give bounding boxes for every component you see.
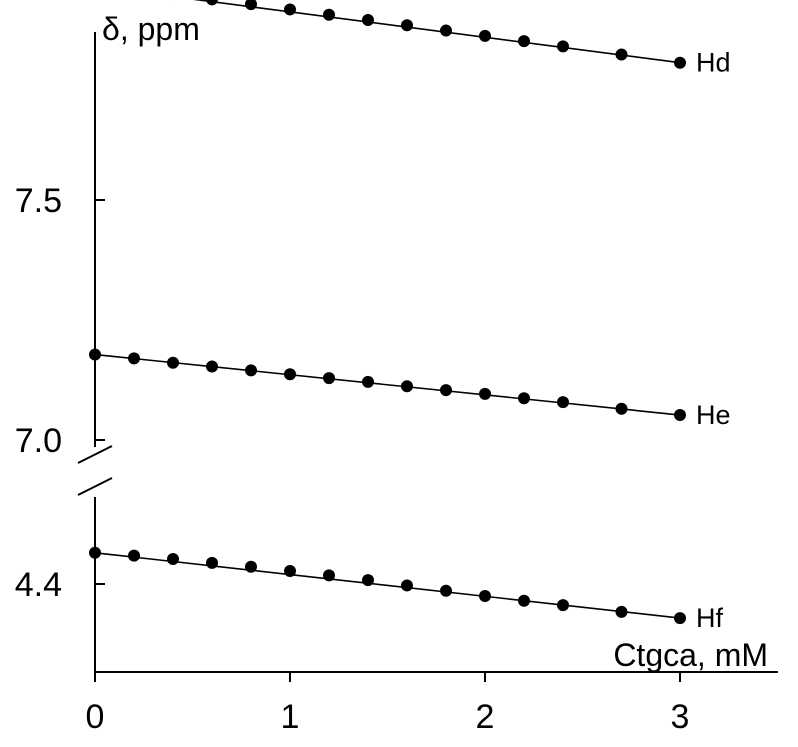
data-point-He xyxy=(167,356,179,369)
data-point-Hf xyxy=(323,569,335,582)
data-point-Hf xyxy=(615,605,628,618)
data-point-Hd xyxy=(245,0,257,11)
y-tick-label: 7.0 xyxy=(15,422,62,460)
y-tick-label: 4.4 xyxy=(15,566,62,604)
series-label-He: He xyxy=(696,400,731,430)
series-line-He xyxy=(94,353,681,416)
data-point-Hf xyxy=(479,590,491,602)
data-point-Hf xyxy=(206,556,218,569)
x-tick-label: 1 xyxy=(281,698,300,736)
data-point-Hf xyxy=(362,574,374,587)
y-tick-label: 7.5 xyxy=(15,182,62,220)
data-point-He xyxy=(89,348,101,361)
axis-break-mark xyxy=(77,445,113,464)
series-label-Hf: Hf xyxy=(696,603,723,633)
data-point-Hd xyxy=(440,24,452,37)
data-point-Hf xyxy=(674,612,686,625)
data-point-Hd xyxy=(401,19,413,32)
series-label-Hd: Hd xyxy=(696,48,731,78)
axis-break-mark xyxy=(77,477,113,496)
data-point-Hd xyxy=(674,56,686,69)
data-point-Hf xyxy=(245,560,257,573)
x-axis-title: Ctgca, mM xyxy=(613,637,768,673)
data-point-He xyxy=(440,384,452,397)
series-line-Hd xyxy=(193,0,681,64)
data-point-Hd xyxy=(284,3,296,16)
x-tick-label: 3 xyxy=(671,698,690,736)
data-point-Hd xyxy=(615,48,628,61)
data-point-He xyxy=(615,402,628,415)
data-point-Hf xyxy=(128,549,140,562)
data-point-He xyxy=(479,387,491,400)
data-point-Hf xyxy=(557,599,569,612)
data-point-Hf xyxy=(401,579,413,592)
data-point-He xyxy=(518,392,530,405)
data-point-Hf xyxy=(518,594,530,607)
data-point-He xyxy=(284,368,296,381)
data-point-Hf xyxy=(440,584,452,597)
series-line-Hf xyxy=(94,552,681,619)
data-point-Hd xyxy=(206,0,218,6)
series-layer: HhHdHeHf xyxy=(89,0,731,633)
data-point-Hd xyxy=(362,14,374,26)
data-point-Hf xyxy=(89,546,101,559)
data-point-Hd xyxy=(557,40,569,53)
data-point-Hd xyxy=(323,8,335,21)
data-point-Hf xyxy=(167,553,179,566)
data-point-Hf xyxy=(284,565,296,578)
x-tick-label: 2 xyxy=(476,698,495,736)
data-point-He xyxy=(128,352,140,365)
data-point-He xyxy=(557,396,569,409)
x-tick-label: 0 xyxy=(86,698,105,736)
data-point-Hd xyxy=(518,35,530,48)
data-point-He xyxy=(206,360,218,373)
data-point-He xyxy=(674,409,686,422)
data-point-He xyxy=(323,372,335,385)
data-point-He xyxy=(362,375,374,388)
data-point-He xyxy=(401,380,413,393)
y-axis-title: δ, ppm xyxy=(102,11,200,47)
data-point-He xyxy=(245,364,257,377)
x-ticks: 0 1 2 3 xyxy=(86,672,690,736)
data-point-Hd xyxy=(479,29,491,42)
y-ticks: 8.58.07.57.04.4 xyxy=(15,182,105,604)
